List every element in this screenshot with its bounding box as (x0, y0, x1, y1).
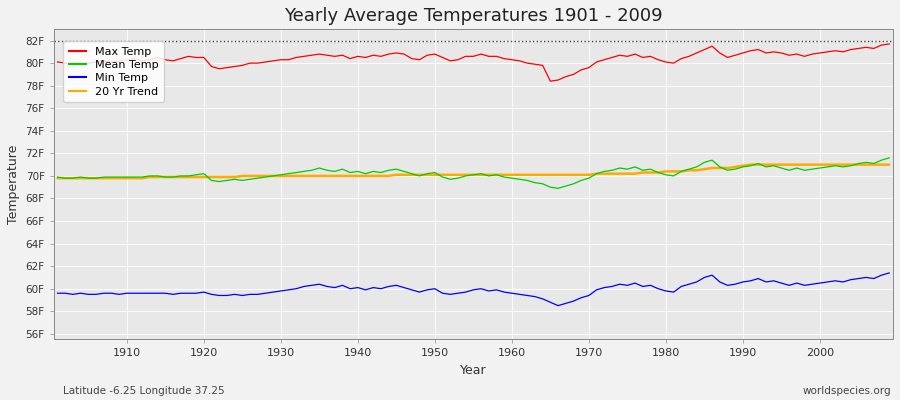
Title: Yearly Average Temperatures 1901 - 2009: Yearly Average Temperatures 1901 - 2009 (284, 7, 662, 25)
Y-axis label: Temperature: Temperature (7, 145, 20, 224)
X-axis label: Year: Year (460, 364, 487, 377)
Legend: Max Temp, Mean Temp, Min Temp, 20 Yr Trend: Max Temp, Mean Temp, Min Temp, 20 Yr Tre… (63, 41, 164, 102)
Text: Latitude -6.25 Longitude 37.25: Latitude -6.25 Longitude 37.25 (63, 386, 225, 396)
Text: worldspecies.org: worldspecies.org (803, 386, 891, 396)
